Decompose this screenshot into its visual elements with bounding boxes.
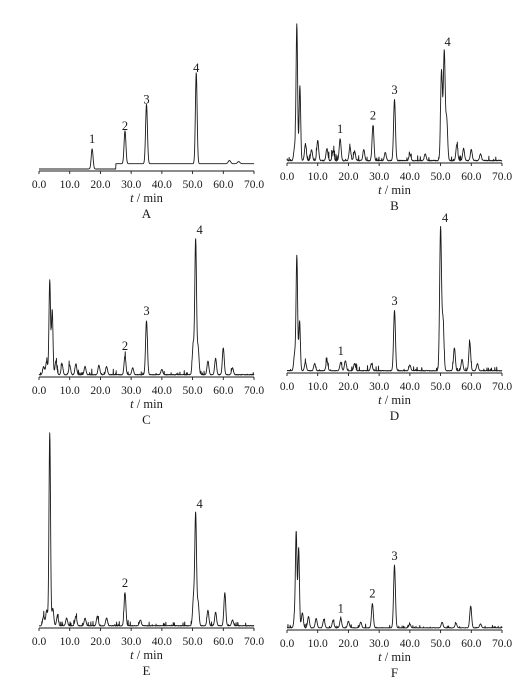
x-tick-label-e: 30.0 [121, 636, 141, 648]
x-tick-label-f: 70.0 [492, 638, 512, 650]
x-tick-label-c: 20.0 [90, 385, 110, 397]
x-tick-label-b: 0.0 [280, 171, 295, 183]
x-tick-label-d: 40.0 [400, 381, 420, 393]
peak-label-f-2: 2 [369, 587, 375, 601]
peak-label-b-2: 2 [370, 109, 376, 123]
x-tick-label-c: 50.0 [183, 385, 203, 397]
peak-label-c-2: 2 [122, 339, 128, 353]
x-tick-label-c: 60.0 [213, 385, 233, 397]
x-tick-label-f: 50.0 [431, 638, 451, 650]
x-tick-label-a: 20.0 [90, 179, 110, 191]
peak-label-a-4: 4 [193, 61, 200, 75]
x-tick-label-a: 70.0 [244, 179, 264, 191]
x-tick-label-f: 60.0 [461, 638, 481, 650]
panel-letter-a: A [142, 206, 152, 221]
chromatogram-trace-d [286, 225, 503, 372]
peak-label-f-3: 3 [391, 549, 397, 563]
x-axis-label-b: t / min [378, 183, 411, 197]
peak-label-b-1: 1 [337, 122, 343, 136]
x-tick-label-a: 0.0 [32, 179, 47, 191]
x-tick-label-d: 70.0 [492, 381, 512, 393]
x-tick-label-a: 10.0 [60, 179, 80, 191]
x-tick-label-c: 30.0 [121, 385, 141, 397]
x-tick-label-a: 40.0 [152, 179, 172, 191]
peak-label-b-4: 4 [445, 35, 452, 49]
peak-label-d-3: 3 [391, 294, 397, 308]
peak-label-a-3: 3 [143, 93, 149, 107]
x-tick-label-f: 20.0 [338, 638, 358, 650]
panel-letter-e: E [143, 663, 151, 678]
x-tick-label-d: 20.0 [338, 381, 358, 393]
x-tick-label-f: 30.0 [369, 638, 389, 650]
x-tick-label-e: 40.0 [152, 636, 172, 648]
x-tick-label-e: 10.0 [60, 636, 80, 648]
x-tick-label-c: 40.0 [152, 385, 172, 397]
x-tick-label-d: 0.0 [280, 381, 295, 393]
x-tick-label-b: 60.0 [461, 171, 481, 183]
chromatogram-trace-a [38, 72, 255, 170]
x-tick-label-f: 10.0 [308, 638, 328, 650]
peak-label-f-1: 1 [338, 602, 344, 616]
x-tick-label-d: 30.0 [369, 381, 389, 393]
x-tick-label-c: 10.0 [60, 385, 80, 397]
peak-label-a-1: 1 [89, 132, 95, 146]
x-tick-label-d: 10.0 [308, 381, 328, 393]
x-axis-label-f: t / min [378, 650, 411, 664]
x-tick-label-e: 50.0 [183, 636, 203, 648]
peak-label-e-2: 2 [122, 576, 128, 590]
x-tick-label-a: 60.0 [213, 179, 233, 191]
x-tick-label-d: 60.0 [461, 381, 481, 393]
x-tick-label-c: 70.0 [244, 385, 264, 397]
x-tick-label-a: 50.0 [183, 179, 203, 191]
x-axis-label-c: t / min [130, 397, 163, 411]
x-tick-label-b: 20.0 [338, 171, 358, 183]
peak-label-c-3: 3 [143, 304, 149, 318]
panel-letter-c: C [142, 412, 151, 427]
chromatogram-trace-c [38, 238, 255, 376]
x-axis-label-a: t / min [130, 191, 163, 205]
x-axis-label-e: t / min [130, 648, 163, 662]
panel-letter-d: D [390, 408, 399, 423]
panel-letter-f: F [391, 665, 398, 680]
peak-label-e-4: 4 [197, 497, 204, 511]
x-tick-label-d: 50.0 [431, 381, 451, 393]
x-tick-label-e: 0.0 [32, 636, 47, 648]
x-tick-label-b: 30.0 [369, 171, 389, 183]
x-tick-label-e: 60.0 [213, 636, 233, 648]
chromatogram-trace-f [286, 531, 503, 629]
x-tick-label-e: 70.0 [244, 636, 264, 648]
x-tick-label-f: 0.0 [280, 638, 295, 650]
x-tick-label-e: 20.0 [90, 636, 110, 648]
peak-label-b-3: 3 [391, 83, 397, 97]
peak-label-a-2: 2 [122, 119, 128, 133]
x-tick-label-b: 70.0 [492, 171, 512, 183]
x-tick-label-c: 0.0 [32, 385, 47, 397]
chromatogram-trace-b [286, 23, 503, 162]
x-tick-label-b: 50.0 [431, 171, 451, 183]
peak-label-c-4: 4 [197, 223, 204, 237]
x-tick-label-f: 40.0 [400, 638, 420, 650]
peak-label-d-1: 1 [338, 344, 344, 358]
chromatogram-trace-e [38, 432, 255, 627]
x-tick-label-b: 10.0 [308, 171, 328, 183]
x-tick-label-a: 30.0 [121, 179, 141, 191]
panel-letter-b: B [390, 198, 399, 213]
x-axis-label-d: t / min [378, 393, 411, 407]
peak-label-d-4: 4 [442, 211, 449, 225]
x-tick-label-b: 40.0 [400, 171, 420, 183]
